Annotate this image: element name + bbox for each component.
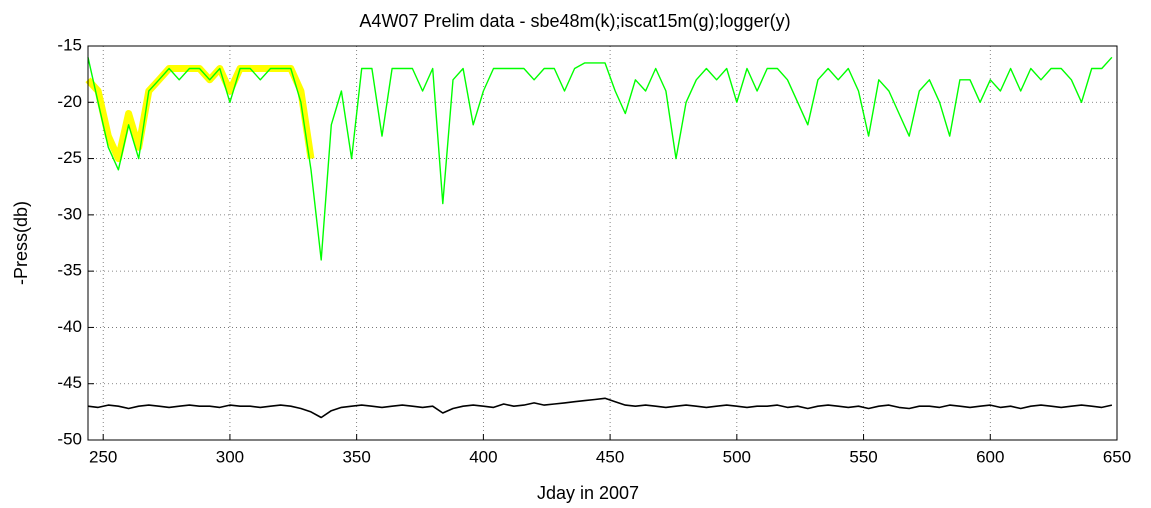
y-tick-label: -50 <box>57 429 82 448</box>
x-axis-label: Jday in 2007 <box>537 483 639 503</box>
x-tick-label: 600 <box>976 447 1004 466</box>
x-tick-label: 250 <box>89 447 117 466</box>
x-tick-label: 450 <box>596 447 624 466</box>
x-tick-label: 500 <box>723 447 751 466</box>
y-axis-label: -Press(db) <box>11 201 31 285</box>
x-tick-label: 550 <box>849 447 877 466</box>
y-tick-label: -30 <box>57 204 82 223</box>
y-tick-label: -25 <box>57 148 82 167</box>
y-tick-label: -40 <box>57 317 82 336</box>
x-tick-label: 650 <box>1103 447 1131 466</box>
x-tick-label: 300 <box>216 447 244 466</box>
y-tick-label: -15 <box>57 35 82 54</box>
y-tick-label: -20 <box>57 92 82 111</box>
data-line <box>87 397 1113 419</box>
y-tick-label: -45 <box>57 373 82 392</box>
y-tick-label: -35 <box>57 261 82 280</box>
x-tick-label: 400 <box>469 447 497 466</box>
x-tick-label: 350 <box>342 447 370 466</box>
plot-frame <box>87 45 1118 441</box>
chart-title: A4W07 Prelim data - sbe48m(k);iscat15m(g… <box>359 11 790 31</box>
data-line <box>87 56 1113 261</box>
